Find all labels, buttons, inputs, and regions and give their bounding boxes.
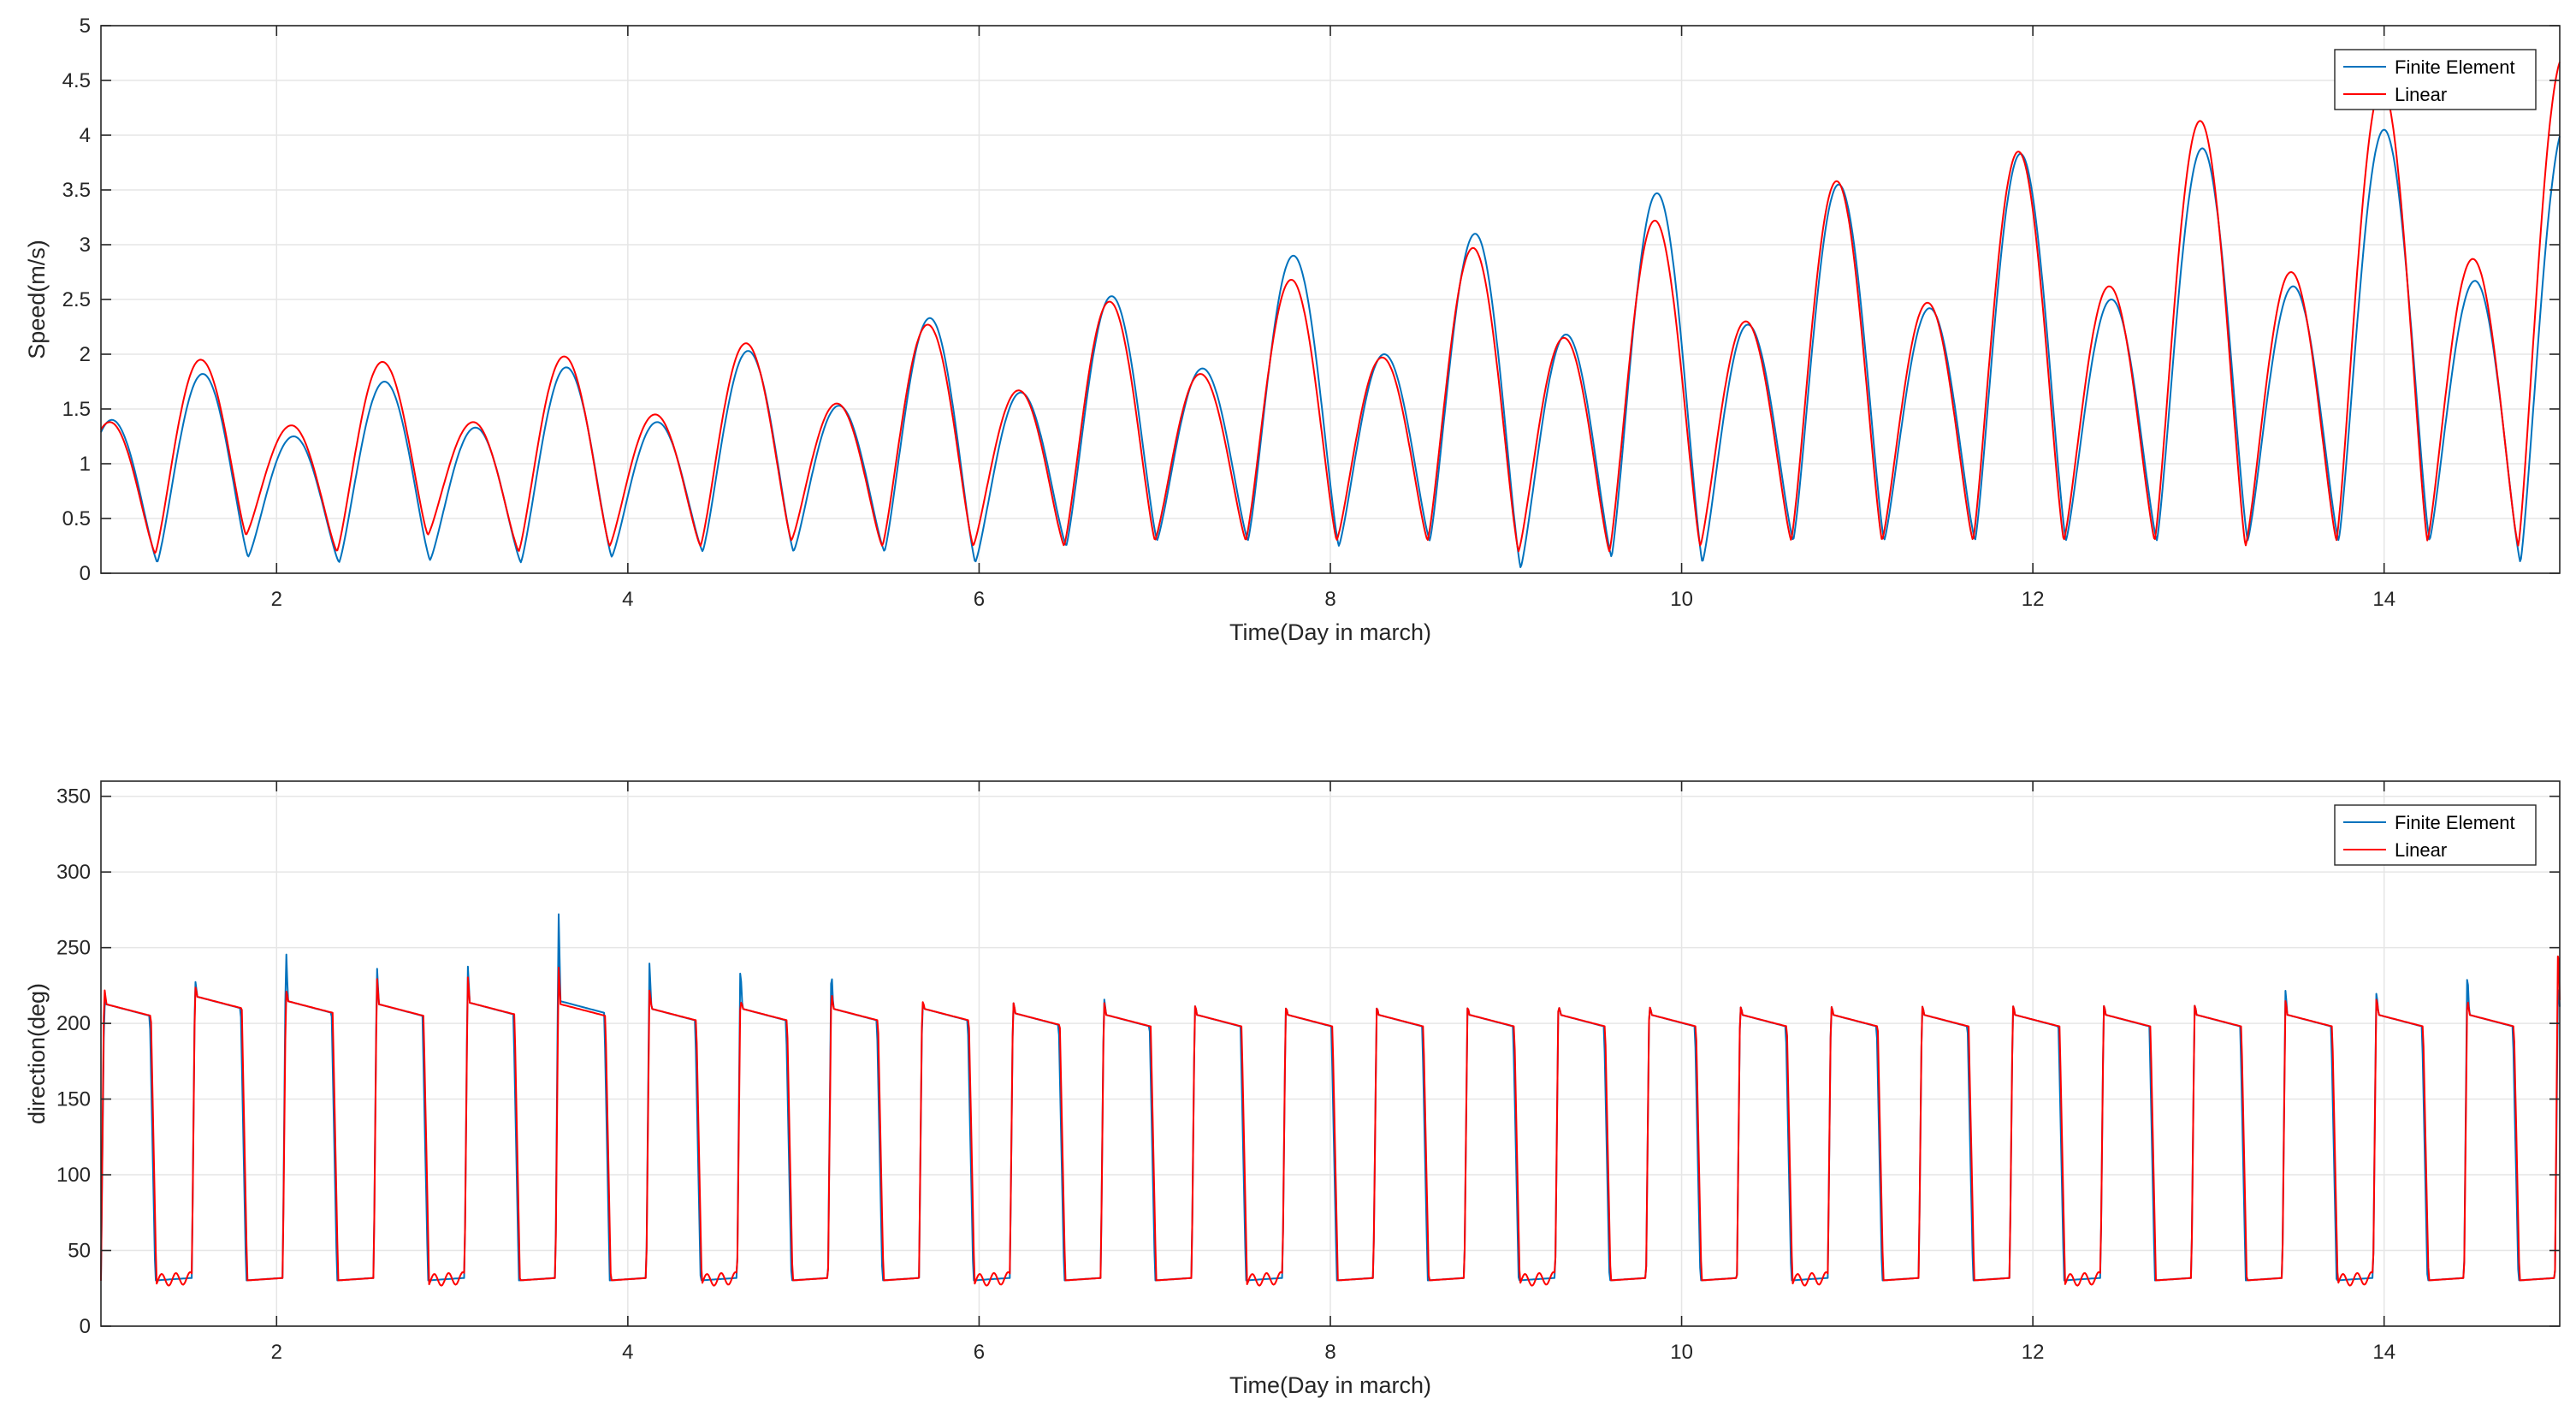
speed-y-tick-label: 4 — [80, 124, 91, 147]
speed-line-linear — [100, 62, 2561, 554]
direction-y-tick-label: 100 — [56, 1164, 91, 1187]
speed-y-tick-label: 1.5 — [62, 398, 91, 421]
direction-legend-label-linear: Linear — [2395, 839, 2447, 861]
direction-x-axis-label: Time(Day in march) — [1229, 1372, 1431, 1398]
direction-x-tick-label: 14 — [2372, 1341, 2395, 1364]
speed-y-tick-label: 2.5 — [62, 288, 91, 311]
direction-x-tick-label: 4 — [622, 1341, 633, 1364]
direction-y-tick-label: 250 — [56, 937, 91, 960]
speed-legend-box — [2334, 49, 2537, 110]
speed-x-tick-label: 8 — [1324, 588, 1335, 611]
direction-x-tick-label: 12 — [2022, 1341, 2045, 1364]
direction-y-tick-label: 300 — [56, 861, 91, 884]
direction-x-tick-label: 2 — [271, 1341, 282, 1364]
direction-chart: 2 4 6 8 10 12 14 0 50 100 150 200 250 300 350 Time(Day… — [24, 780, 2561, 1398]
speed-chart: 2 4 6 8 10 12 14 0 0.5 1 1.5 2 2.5 3 3.5 4 4.5 5 Time(Day… — [24, 15, 2561, 645]
direction-y-tick-label: 350 — [56, 785, 91, 809]
direction-y-tick-label: 0 — [80, 1315, 91, 1338]
speed-y-tick-label: 0.5 — [62, 507, 91, 530]
direction-ticks: 2 4 6 8 10 12 14 0 50 100 150 200 250 300 350 — [56, 781, 2560, 1364]
speed-y-tick-label: 4.5 — [62, 69, 91, 92]
direction-x-tick-label: 8 — [1324, 1341, 1335, 1364]
speed-x-tick-label: 4 — [622, 588, 633, 611]
speed-y-tick-label: 0 — [80, 562, 91, 585]
speed-y-tick-label: 3 — [80, 234, 91, 257]
direction-y-tick-label: 200 — [56, 1012, 91, 1035]
direction-x-tick-label: 10 — [1670, 1341, 1693, 1364]
direction-legend-label-finite-element: Finite Element — [2395, 812, 2515, 833]
speed-y-tick-label: 2 — [80, 343, 91, 366]
direction-x-tick-label: 6 — [974, 1341, 985, 1364]
speed-x-tick-label: 10 — [1670, 588, 1693, 611]
speed-series — [100, 62, 2561, 568]
direction-y-tick-label: 50 — [68, 1240, 91, 1263]
direction-legend-box — [2334, 804, 2537, 866]
direction-series — [100, 913, 2561, 1287]
speed-x-axis-label: Time(Day in march) — [1229, 619, 1431, 645]
speed-x-tick-label: 14 — [2372, 588, 2395, 611]
speed-y-tick-label: 5 — [80, 15, 91, 38]
speed-ticks: 2 4 6 8 10 12 14 0 0.5 1 1.5 2 2.5 3 3.5 4 4.5 5 — [62, 15, 2560, 611]
speed-legend-label-linear: Linear — [2395, 84, 2447, 105]
speed-legend-label-finite-element: Finite Element — [2395, 56, 2515, 78]
speed-y-axis-label: Speed(m/s) — [24, 240, 50, 359]
speed-x-tick-label: 2 — [271, 588, 282, 611]
direction-y-axis-label: direction(deg) — [24, 983, 50, 1124]
speed-y-tick-label: 1 — [80, 453, 91, 476]
speed-y-tick-label: 3.5 — [62, 179, 91, 202]
direction-line-linear — [100, 955, 2561, 1287]
speed-legend: Finite Element Linear — [2334, 49, 2537, 110]
direction-legend: Finite Element Linear — [2334, 804, 2537, 866]
speed-x-tick-label: 6 — [974, 588, 985, 611]
direction-y-tick-label: 150 — [56, 1088, 91, 1111]
speed-x-tick-label: 12 — [2022, 588, 2045, 611]
